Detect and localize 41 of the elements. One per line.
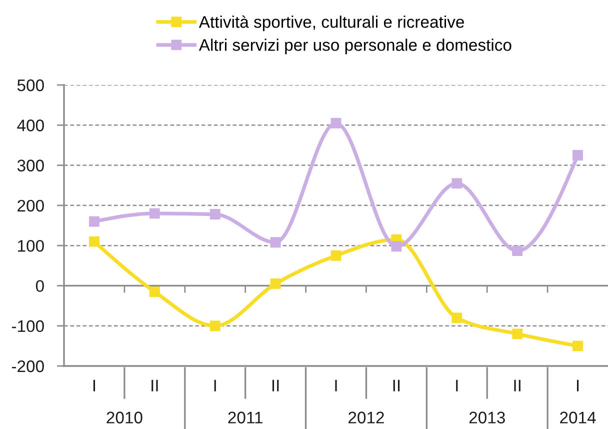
point [452,178,462,189]
point [452,312,462,324]
y-tick-label: -200 [12,360,44,372]
text: 2011 [228,412,262,424]
text: 2014 [560,412,596,424]
text: 2012 [348,412,384,424]
point [512,246,523,256]
point [89,216,100,227]
x-tick-label: II [272,380,279,392]
legend-label: Altri servizi per uso personale e domestico [198,38,512,54]
legend-label: Attività sportive, culturali e ricreative [198,15,464,32]
point [572,150,583,160]
point [330,118,342,128]
text: 2013 [469,412,505,424]
y-tick-label: 300 [17,160,44,172]
x-tick-label: I [577,380,579,392]
y-tick-label: -100 [12,320,44,332]
x-tick-label: II [393,380,400,392]
y-tick-label: 100 [18,240,44,252]
point [330,250,342,261]
x-tick-label: I [335,380,337,392]
point [89,236,100,247]
y-tick-label: 500 [17,79,44,92]
text: 2010 [106,412,142,424]
y-tick-label: 200 [18,200,44,212]
point [149,208,160,219]
point [391,241,402,252]
point [572,340,583,352]
point [512,328,523,340]
point [149,286,160,297]
x-tick-label: I [93,380,95,392]
x-tick-label: I [214,380,216,392]
y-tick-label: 0 [36,280,44,292]
x-tick-label: I [456,380,458,392]
x-tick-label: II [514,380,520,392]
point [210,320,220,332]
point [270,237,281,248]
x-tick-label: II [152,380,158,392]
point [270,278,281,289]
y-tick-label: 400 [17,120,44,132]
point [210,209,220,220]
